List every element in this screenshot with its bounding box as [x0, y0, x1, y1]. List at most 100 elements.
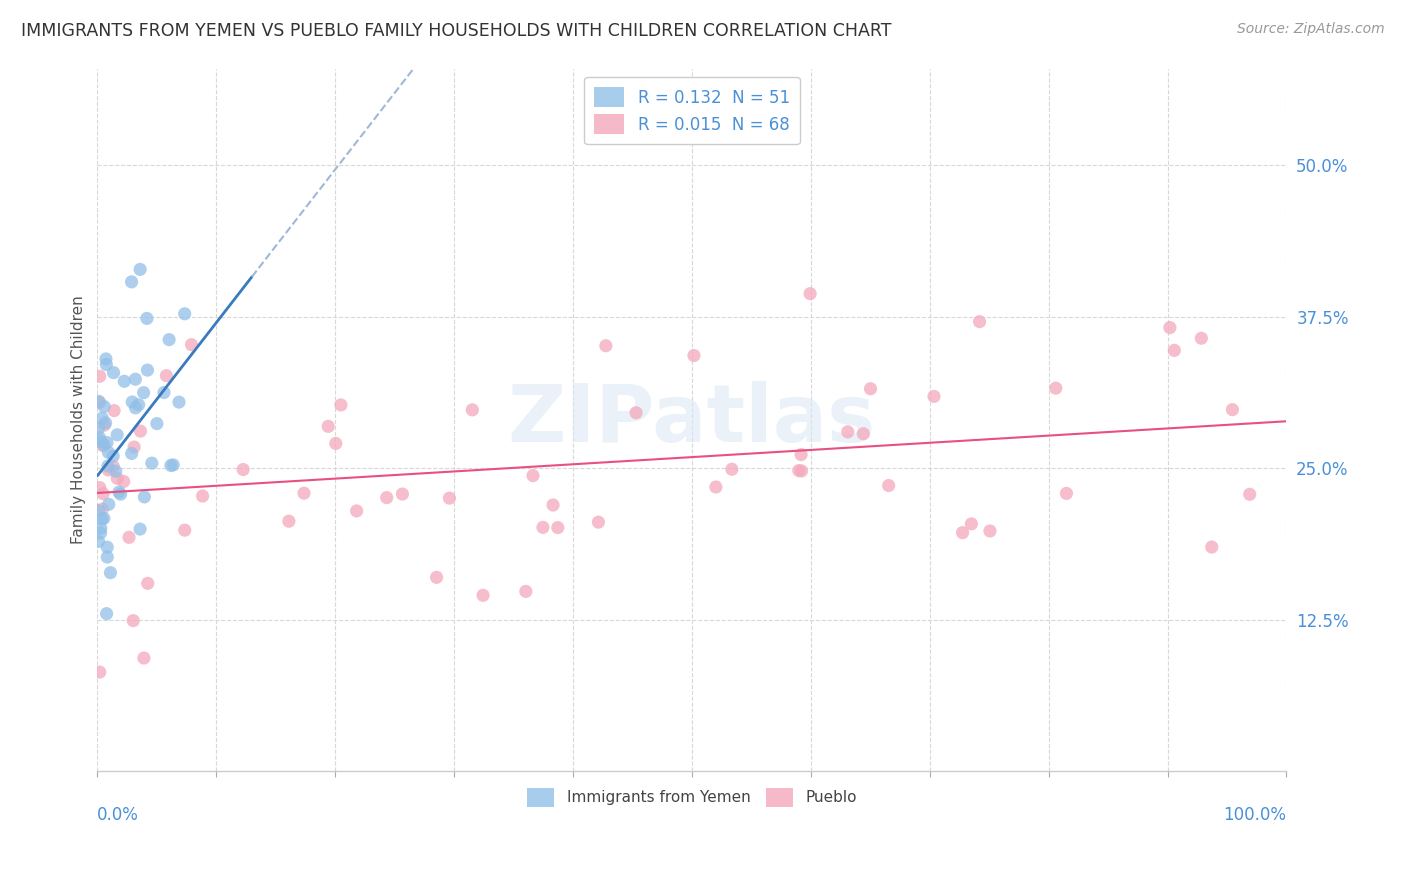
- Point: [329, 398, 352, 412]
- Point: [122, 440, 145, 454]
- Point: [122, 614, 145, 628]
- Point: [124, 401, 146, 415]
- Point: [97, 459, 120, 474]
- Point: [89, 481, 111, 495]
- Point: [162, 458, 184, 472]
- Point: [522, 468, 544, 483]
- Point: [439, 491, 461, 505]
- Text: ZIPatlas: ZIPatlas: [508, 381, 876, 458]
- Point: [1045, 381, 1067, 395]
- Point: [103, 403, 125, 417]
- Point: [104, 464, 127, 478]
- Point: [146, 417, 169, 431]
- Point: [787, 464, 810, 478]
- Point: [96, 550, 118, 565]
- Point: [704, 480, 727, 494]
- Point: [790, 448, 813, 462]
- Text: IMMIGRANTS FROM YEMEN VS PUEBLO FAMILY HOUSEHOLDS WITH CHILDREN CORRELATION CHAR: IMMIGRANTS FROM YEMEN VS PUEBLO FAMILY H…: [21, 22, 891, 40]
- Point: [1159, 320, 1181, 334]
- Point: [103, 366, 125, 380]
- Point: [1239, 487, 1261, 501]
- Point: [136, 576, 159, 591]
- Text: Source: ZipAtlas.com: Source: ZipAtlas.com: [1237, 22, 1385, 37]
- Point: [852, 426, 875, 441]
- Point: [91, 502, 114, 516]
- Point: [316, 419, 339, 434]
- Point: [191, 489, 214, 503]
- Point: [859, 382, 882, 396]
- Point: [90, 434, 112, 449]
- Point: [89, 369, 111, 384]
- Point: [790, 464, 813, 478]
- Point: [129, 262, 152, 277]
- Point: [90, 512, 112, 526]
- Point: [87, 534, 110, 549]
- Point: [180, 337, 202, 351]
- Point: [1054, 486, 1077, 500]
- Point: [799, 286, 821, 301]
- Point: [94, 416, 117, 430]
- Point: [167, 395, 190, 409]
- Point: [93, 438, 115, 452]
- Point: [121, 275, 143, 289]
- Point: [1201, 540, 1223, 554]
- Point: [94, 351, 117, 366]
- Point: [101, 449, 124, 463]
- Point: [155, 368, 177, 383]
- Point: [121, 446, 143, 460]
- Point: [105, 471, 128, 485]
- Point: [93, 400, 115, 414]
- Point: [595, 339, 617, 353]
- Point: [89, 395, 111, 409]
- Point: [547, 520, 569, 534]
- Point: [132, 385, 155, 400]
- Point: [346, 504, 368, 518]
- Point: [90, 525, 112, 540]
- Point: [112, 475, 135, 489]
- Text: 0.0%: 0.0%: [97, 806, 139, 824]
- Point: [426, 570, 449, 584]
- Point: [136, 363, 159, 377]
- Point: [837, 425, 859, 439]
- Legend: Immigrants from Yemen, Pueblo: Immigrants from Yemen, Pueblo: [520, 781, 863, 813]
- Text: 100.0%: 100.0%: [1223, 806, 1286, 824]
- Point: [129, 522, 152, 536]
- Point: [108, 485, 131, 500]
- Point: [877, 478, 900, 492]
- Point: [1163, 343, 1185, 358]
- Point: [132, 651, 155, 665]
- Point: [128, 398, 150, 412]
- Point: [96, 540, 118, 554]
- Point: [141, 456, 163, 470]
- Point: [472, 588, 495, 602]
- Point: [90, 521, 112, 535]
- Y-axis label: Family Households with Children: Family Households with Children: [72, 295, 86, 544]
- Point: [375, 491, 398, 505]
- Point: [683, 349, 706, 363]
- Point: [969, 315, 991, 329]
- Point: [96, 435, 118, 450]
- Point: [232, 462, 254, 476]
- Point: [87, 394, 110, 409]
- Point: [541, 498, 564, 512]
- Point: [97, 445, 120, 459]
- Point: [87, 504, 110, 518]
- Point: [105, 427, 128, 442]
- Point: [588, 515, 610, 529]
- Point: [952, 525, 974, 540]
- Point: [91, 439, 114, 453]
- Point: [89, 665, 111, 679]
- Point: [121, 395, 143, 409]
- Point: [531, 520, 554, 534]
- Point: [461, 403, 484, 417]
- Point: [721, 462, 744, 476]
- Point: [118, 530, 141, 544]
- Point: [624, 406, 647, 420]
- Point: [96, 358, 118, 372]
- Point: [112, 374, 135, 388]
- Point: [979, 524, 1001, 538]
- Point: [91, 486, 114, 500]
- Point: [277, 514, 299, 528]
- Point: [1222, 402, 1244, 417]
- Point: [96, 607, 118, 621]
